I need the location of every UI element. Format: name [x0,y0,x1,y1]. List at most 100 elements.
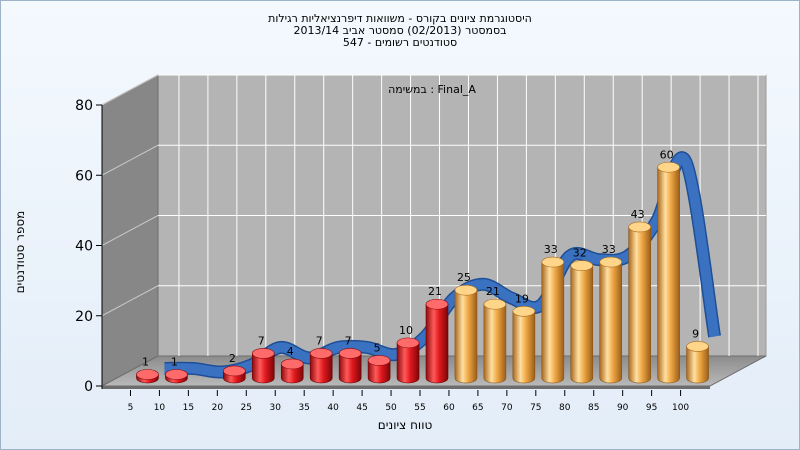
x-tick-label: 90 [617,403,629,413]
bar: 60 [657,148,680,384]
bar-value-label: 21 [486,285,500,298]
bar-top [483,298,507,310]
x-tick-label: 35 [298,403,309,413]
x-tick-label: 20 [212,403,224,413]
chart-subtitle-1: בסמסטר (02/2013) סמסטר אביב 2013/14 [293,24,507,37]
x-tick-label: 95 [646,403,657,413]
bar-top [251,348,275,359]
x-tick-label: 45 [356,403,367,413]
bar-body [541,261,565,384]
bar-top [628,221,651,233]
bar: 2 [223,352,246,384]
bar-top [541,256,565,268]
bar-value-label: 43 [631,208,645,221]
bar: 33 [599,243,623,384]
bar-body [367,360,391,384]
bar-body [280,363,304,384]
bar: 43 [628,208,651,384]
bar: 25 [454,271,478,384]
bar-body [628,226,651,384]
bar: 5 [367,341,391,384]
bar: 21 [483,285,507,384]
bar-body [396,342,420,384]
x-tick-label: 5 [128,403,134,413]
bar-value-label: 10 [399,324,413,337]
bar-body [454,289,478,384]
bar: 32 [570,247,594,384]
chart-title: היסטוגרמת ציונים בקורס - משוואות דיפרנצי… [268,12,532,25]
bar-value-label: 60 [660,148,674,161]
bar-top [396,337,420,349]
bar: 1 [165,355,188,384]
bar-body [686,346,709,384]
bar: 1 [136,355,159,384]
y-axis-label: מספר סטודנטים [13,210,27,294]
x-tick-label: 60 [443,403,455,413]
bar-top [657,161,680,173]
bar-value-label: 1 [171,355,178,368]
bar-value-label: 21 [428,285,442,298]
bar-value-label: 25 [457,271,471,284]
bar: 9 [686,327,709,384]
x-tick-label: 55 [414,403,425,413]
bar: 10 [396,324,420,384]
x-axis-label: טווח ציונים [377,418,433,432]
bar-top [223,365,246,377]
bar-top [280,358,304,370]
bar-body [570,265,594,384]
y-tick-label: 0 [84,379,93,395]
bar: 21 [425,285,449,384]
bar-value-label: 2 [229,352,236,365]
x-tick-label: 70 [501,403,513,413]
chart-annotation: במשימה : Final_A [388,83,476,96]
bar-value-label: 33 [544,243,558,256]
bar-value-label: 19 [515,292,529,305]
bar-body [512,310,536,384]
bar-top [338,348,362,359]
gridline-side [101,285,159,317]
bar: 7 [309,334,333,384]
bar-top [454,284,478,296]
bar-value-label: 4 [287,345,294,358]
gridline-side [101,144,159,176]
bar-top [367,355,391,366]
y-tick-label: 80 [75,98,93,114]
bar-value-label: 7 [258,334,265,347]
bar-value-label: 9 [692,327,699,340]
bar-body [599,261,623,384]
x-tick-label: 40 [327,403,339,413]
bar-top [425,298,449,310]
bar-body [657,166,680,384]
bar: 33 [541,243,565,384]
floor-edge [102,386,710,389]
x-tick-label: 100 [672,403,689,413]
x-tick-label: 30 [270,403,282,413]
bar-value-label: 32 [573,247,587,260]
bar-value-label: 5 [374,341,381,354]
x-tick-label: 65 [472,403,483,413]
bar-top [309,348,333,359]
bar-body [425,303,449,384]
x-tick-label: 85 [588,403,599,413]
bar: 19 [512,292,536,384]
y-tick-label: 20 [75,309,93,325]
bar: 7 [338,334,362,384]
x-tick-label: 15 [183,403,194,413]
bar-value-label: 1 [142,355,149,368]
bar-top [686,341,709,352]
bar-value-label: 7 [316,334,323,347]
bar-top [570,260,594,271]
bar-top [512,305,536,317]
x-tick-label: 75 [530,403,541,413]
x-tick-label: 50 [385,403,397,413]
bar-top [136,369,159,380]
bar: 4 [280,345,304,384]
gridline-side [101,74,159,106]
x-tick-label: 25 [241,403,252,413]
bar-value-label: 7 [345,334,352,347]
y-tick-label: 60 [75,168,93,184]
bar-value-label: 33 [602,243,616,256]
x-tick-label: 10 [154,403,166,413]
bar-top [599,256,623,268]
